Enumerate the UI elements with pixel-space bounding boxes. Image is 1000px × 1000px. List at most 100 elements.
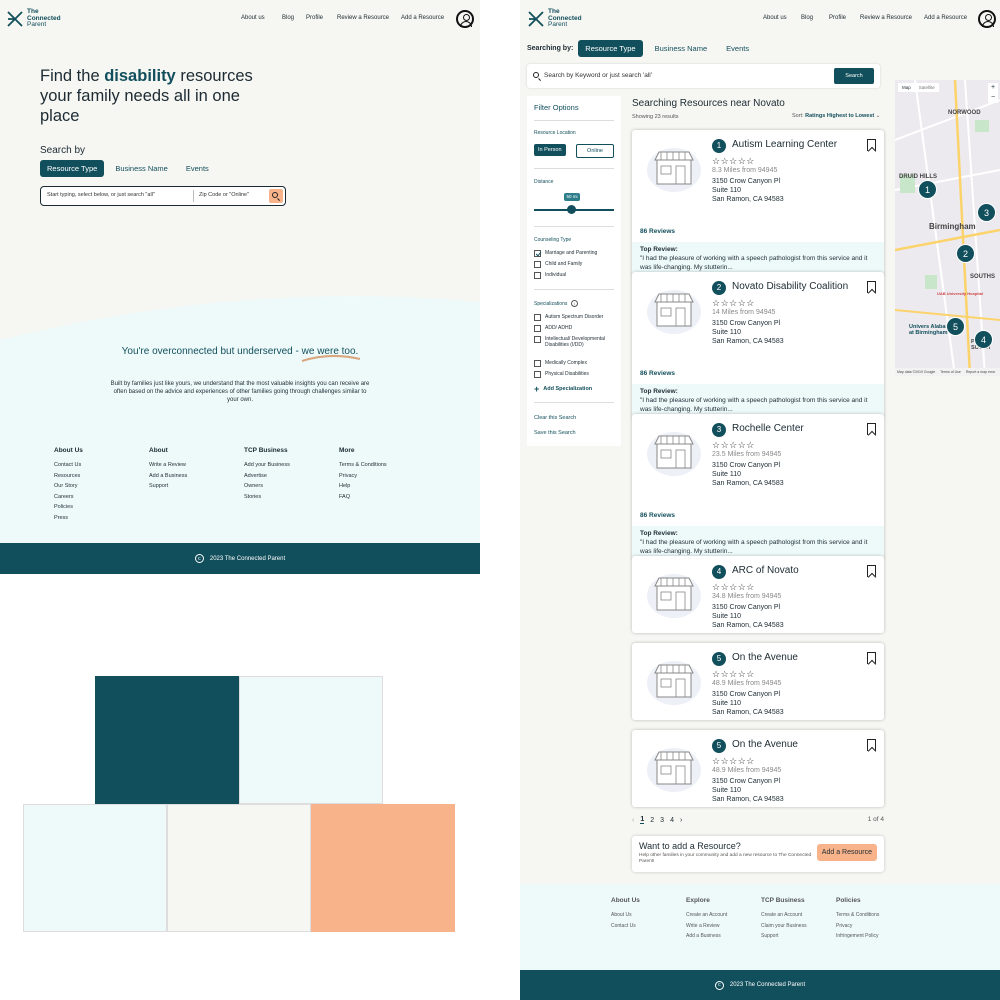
page-4[interactable]: 4 [670, 816, 674, 824]
footer-link[interactable]: Policies [54, 504, 73, 510]
online-toggle[interactable]: Online [576, 144, 614, 158]
nav-add-resource[interactable]: Add a Resource [924, 15, 968, 21]
zoom-out-icon[interactable]: − [990, 94, 996, 101]
footer-link[interactable]: About Us [611, 912, 632, 918]
resource-name[interactable]: ARC of Novato [732, 565, 799, 576]
bookmark-icon[interactable] [867, 652, 876, 664]
add-resource-button[interactable]: Add a Resource [816, 844, 877, 861]
checkbox-child-family[interactable]: Child and Family [534, 261, 582, 268]
nav-blog[interactable]: Blog [801, 15, 814, 21]
tab-events[interactable]: Events [185, 164, 209, 173]
add-specialization-button[interactable]: + Add Specialization [534, 384, 593, 394]
footer-link[interactable]: Terms & Conditions [339, 462, 387, 468]
chevron-right-icon[interactable]: › [679, 816, 683, 824]
resource-name[interactable]: Autism Learning Center [732, 139, 838, 150]
checkbox-medically-complex[interactable]: Medically Complex [534, 360, 587, 367]
footer-link[interactable]: Advertise [244, 472, 267, 479]
tab-resource-type[interactable]: Resource Type [578, 40, 643, 57]
nav-about-us[interactable]: About us [241, 15, 265, 21]
resource-name[interactable]: On the Avenue [732, 652, 798, 663]
search-button[interactable]: Search [834, 68, 874, 84]
footer-link[interactable]: Add your Business [244, 462, 290, 468]
footer-link[interactable]: FAQ [339, 493, 351, 500]
nav-blog[interactable]: Blog [282, 15, 295, 21]
tab-resource-type[interactable]: Resource Type [40, 160, 105, 177]
in-person-toggle[interactable]: In Person [534, 144, 566, 156]
bookmark-icon[interactable] [867, 739, 876, 751]
checkbox-autism[interactable]: Autism Spectrum Disorder [534, 314, 603, 321]
footer-link[interactable]: Contact Us [54, 462, 82, 468]
nav-review-resource[interactable]: Review a Resource [337, 15, 390, 21]
footer-link[interactable]: Stories [244, 493, 262, 500]
logo[interactable]: The Connected Parent [527, 8, 582, 29]
nav-profile[interactable]: Profile [829, 15, 847, 21]
footer-link[interactable]: Terms & Conditions [836, 912, 880, 918]
footer-link[interactable]: Create an Account [686, 912, 728, 918]
bookmark-icon[interactable] [867, 565, 876, 577]
checkbox-physical-disabilities[interactable]: Physical Disabilities [534, 371, 589, 378]
checkbox-marriage-parenting[interactable]: Marriage and Parenting [534, 250, 597, 257]
checkbox-add-adhd[interactable]: ADD/ ADHD [534, 325, 572, 332]
search-button[interactable] [269, 189, 283, 203]
footer-link[interactable]: Press [54, 514, 69, 521]
map-pin[interactable]: 3 [977, 203, 996, 222]
chevron-left-icon[interactable]: ‹ [632, 816, 635, 824]
keyword-input[interactable]: Search by Keyword or just search 'all' [544, 72, 652, 79]
footer-link[interactable]: Resources [54, 472, 81, 479]
logo[interactable]: The Connected Parent [6, 8, 61, 29]
resource-card[interactable]: 5 On the Avenue ☆☆☆☆☆ 48.9 Miles from 94945… [632, 730, 884, 807]
footer-link[interactable]: Add a Business [149, 472, 188, 479]
zip-input[interactable]: Zip Code or "Online" [199, 192, 250, 198]
reviews-link[interactable]: 86 Reviews [640, 228, 676, 235]
bookmark-icon[interactable] [867, 423, 876, 435]
distance-slider-handle[interactable] [567, 205, 576, 214]
footer-link[interactable]: Write a Review [686, 922, 720, 929]
resource-card[interactable]: 4 ARC of Novato ☆☆☆☆☆ 34.8 Miles from 94945… [632, 556, 884, 633]
resource-name[interactable]: Novato Disability Coalition [732, 281, 849, 292]
keyword-input[interactable]: Start typing, select below, or just sear… [47, 192, 155, 198]
checkbox-idd[interactable]: Intellectual/ Developmental Disabilities… [534, 336, 618, 348]
footer-link[interactable]: Our Story [54, 483, 78, 489]
nav-add-resource[interactable]: Add a Resource [401, 15, 445, 21]
bookmark-icon[interactable] [867, 281, 876, 293]
sort-dropdown[interactable]: Sort: Ratings Highest to Lowest ⌄ [792, 113, 881, 119]
footer-link[interactable]: Owners [244, 483, 263, 489]
zoom-in-icon[interactable]: + [990, 84, 996, 91]
footer-link[interactable]: Privacy [339, 472, 358, 479]
nav-profile[interactable]: Profile [306, 15, 324, 21]
user-account-icon[interactable] [456, 10, 474, 28]
tab-business-name[interactable]: Business Name [654, 44, 708, 53]
map-pin[interactable]: 5 [946, 317, 965, 336]
map-pin[interactable]: 4 [974, 330, 993, 349]
map-tab-satellite[interactable]: Satellite [918, 85, 935, 90]
resource-name[interactable]: Rochelle Center [732, 423, 804, 434]
map-pin[interactable]: 2 [956, 244, 975, 263]
resource-card[interactable]: 5 On the Avenue ☆☆☆☆☆ 48.9 Miles from 94945… [632, 643, 884, 720]
footer-link[interactable]: Contact Us [611, 922, 636, 929]
user-account-icon[interactable] [978, 10, 996, 28]
nav-review-resource[interactable]: Review a Resource [860, 15, 913, 21]
footer-link[interactable]: Infringement Policy [836, 933, 879, 939]
reviews-link[interactable]: 86 Reviews [640, 370, 676, 377]
footer-link[interactable]: Add a Business [686, 933, 721, 939]
page-3[interactable]: 3 [660, 816, 665, 824]
resource-card[interactable]: 3 Rochelle Center ☆☆☆☆☆ 23.5 Miles from 949… [632, 414, 884, 560]
clear-search-link[interactable]: Clear this Search [534, 415, 577, 421]
page-1[interactable]: 1 [640, 816, 645, 824]
footer-link[interactable]: Support [149, 483, 169, 489]
results-map[interactable]: Map Satellite + − NORWOOD DRUID HILLS Bi… [895, 80, 1000, 376]
page-2[interactable]: 2 [650, 816, 655, 824]
footer-link[interactable]: Create an Account [761, 912, 803, 918]
nav-about-us[interactable]: About us [763, 15, 787, 21]
map-tab-map[interactable]: Map [902, 85, 911, 90]
footer-link[interactable]: Careers [54, 493, 74, 500]
footer-link[interactable]: Claim your Business [761, 922, 807, 929]
tab-business-name[interactable]: Business Name [115, 164, 168, 173]
bookmark-icon[interactable] [867, 139, 876, 151]
resource-card[interactable]: 2 Novato Disability Coalition ☆☆☆☆☆ 14 Mile… [632, 272, 884, 418]
footer-link[interactable]: Privacy [836, 922, 853, 929]
reviews-link[interactable]: 86 Reviews [640, 512, 676, 519]
info-icon[interactable]: i [571, 300, 579, 307]
save-search-link[interactable]: Save this Search [534, 430, 576, 436]
checkbox-individual[interactable]: Individual [534, 272, 566, 279]
